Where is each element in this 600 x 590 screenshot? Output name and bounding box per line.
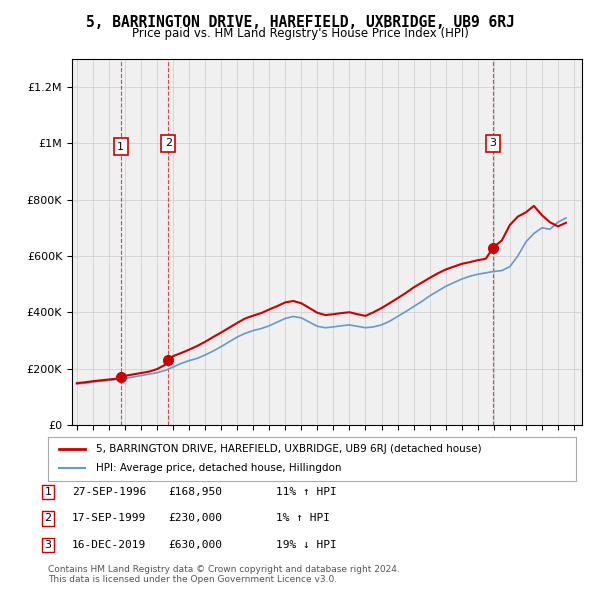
Text: 1: 1 — [117, 142, 124, 152]
Text: £630,000: £630,000 — [168, 540, 222, 550]
Text: 11% ↑ HPI: 11% ↑ HPI — [276, 487, 337, 497]
Text: 3: 3 — [44, 540, 52, 550]
Text: 16-DEC-2019: 16-DEC-2019 — [72, 540, 146, 550]
Text: 19% ↓ HPI: 19% ↓ HPI — [276, 540, 337, 550]
Text: 2: 2 — [44, 513, 52, 523]
Text: £168,950: £168,950 — [168, 487, 222, 497]
Text: £230,000: £230,000 — [168, 513, 222, 523]
Text: Price paid vs. HM Land Registry's House Price Index (HPI): Price paid vs. HM Land Registry's House … — [131, 27, 469, 40]
Text: 1: 1 — [44, 487, 52, 497]
Text: 3: 3 — [490, 139, 497, 149]
Text: Contains HM Land Registry data © Crown copyright and database right 2024.
This d: Contains HM Land Registry data © Crown c… — [48, 565, 400, 584]
Text: 27-SEP-1996: 27-SEP-1996 — [72, 487, 146, 497]
Text: 17-SEP-1999: 17-SEP-1999 — [72, 513, 146, 523]
Text: 1% ↑ HPI: 1% ↑ HPI — [276, 513, 330, 523]
Text: HPI: Average price, detached house, Hillingdon: HPI: Average price, detached house, Hill… — [95, 464, 341, 473]
Text: 2: 2 — [165, 139, 172, 149]
Text: 5, BARRINGTON DRIVE, HAREFIELD, UXBRIDGE, UB9 6RJ (detached house): 5, BARRINGTON DRIVE, HAREFIELD, UXBRIDGE… — [95, 444, 481, 454]
Text: 5, BARRINGTON DRIVE, HAREFIELD, UXBRIDGE, UB9 6RJ: 5, BARRINGTON DRIVE, HAREFIELD, UXBRIDGE… — [86, 15, 514, 30]
